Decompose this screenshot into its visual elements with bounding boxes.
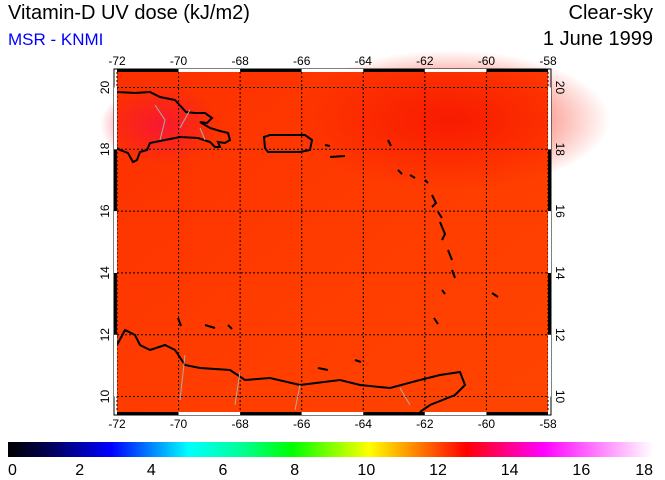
- lat-tick-label-left: 16: [98, 204, 112, 218]
- lat-tick-label-right: 16: [553, 204, 567, 218]
- colorbar-label: 4: [147, 462, 156, 479]
- lat-tick-label-left: 20: [98, 80, 112, 94]
- lon-ticks-bottom: -72 -70 -68 -66 -64 -62 -60 -58: [108, 417, 557, 431]
- lat-tick-label-right: 10: [553, 390, 567, 404]
- lon-tick-label: -70: [170, 54, 188, 68]
- map-frame: [113, 68, 552, 416]
- coastlines: [116, 90, 499, 413]
- lat-tick-label-right: 14: [553, 266, 567, 280]
- lat-tick-label-right: 12: [553, 328, 567, 342]
- lon-tick-label: -68: [231, 417, 249, 431]
- map-title: Vitamin-D UV dose (kJ/m2): [8, 2, 250, 24]
- lat-tick-label-left: 10: [98, 390, 112, 404]
- lat-tick-label-right: 18: [553, 143, 567, 157]
- colorbar-label: 14: [501, 462, 519, 479]
- lat-tick-label-right: 20: [553, 81, 567, 95]
- lon-tick-label: -62: [416, 54, 434, 68]
- lon-tick-label: -70: [170, 417, 188, 431]
- uv-field: [100, 50, 610, 412]
- lon-tick-label: -60: [478, 54, 496, 68]
- lesser-antilles: [177, 139, 499, 371]
- colorbar-label: 10: [357, 462, 375, 479]
- lat-ticks: 10 10 12 12 14 14 16 16 18 18 20 20: [98, 80, 567, 403]
- map-date: 1 June 1999: [542, 28, 653, 50]
- lon-tick-label: -68: [231, 54, 249, 68]
- lon-ticks-top: -72 -70 -68 -66 -64 -62 -60 -58: [108, 54, 557, 68]
- borders: [154, 104, 411, 411]
- lon-tick-label: -66: [293, 417, 311, 431]
- lon-tick-label: -58: [539, 417, 557, 431]
- lon-tick-label: -72: [108, 417, 126, 431]
- lon-tick-label: -64: [355, 417, 373, 431]
- lon-tick-label: -60: [478, 417, 496, 431]
- lon-tick-label: -62: [416, 417, 434, 431]
- puerto-rico-coast: [262, 134, 314, 153]
- lat-tick-label-left: 12: [98, 328, 112, 342]
- source-label: MSR - KNMI: [8, 30, 104, 49]
- lat-tick-label-left: 14: [98, 266, 112, 280]
- colorbar: [8, 442, 653, 457]
- sky-condition: Clear-sky: [568, 2, 653, 24]
- virgin-islands: [324, 144, 346, 158]
- hispaniola-coast: [116, 90, 232, 164]
- lon-tick-label: -66: [293, 54, 311, 68]
- lon-tick-label: -72: [108, 54, 126, 68]
- colorbar-label: 6: [219, 462, 228, 479]
- colorbar-label: 16: [572, 462, 590, 479]
- lon-tick-label: -58: [539, 54, 557, 68]
- colorbar-label: 8: [290, 462, 299, 479]
- colorbar-label: 2: [75, 462, 84, 479]
- lat-tick-label-left: 18: [98, 142, 112, 156]
- lon-tick-label: -64: [355, 54, 373, 68]
- venezuela-coast: [116, 328, 467, 413]
- colorbar-label: 0: [8, 462, 17, 479]
- colorbar-label: 12: [429, 462, 447, 479]
- colorbar-label: 18: [635, 462, 653, 479]
- colorbar-labels: 0 2 4 6 8 10 12 14 16 18: [8, 462, 653, 479]
